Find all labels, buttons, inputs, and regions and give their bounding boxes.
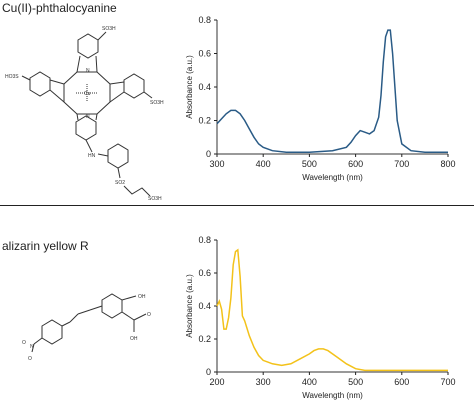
x-tick-label: 700 bbox=[440, 377, 455, 387]
label-so3h-right: SO3H bbox=[150, 100, 164, 106]
compound-title-alizarin-yellow-r: alizarin yellow R bbox=[2, 239, 89, 253]
label-so2: SO2 bbox=[115, 180, 125, 186]
y-tick-label: 0.2 bbox=[198, 116, 211, 126]
x-tick-label: 400 bbox=[256, 159, 271, 169]
y-tick-label: 0.6 bbox=[198, 49, 211, 59]
y-tick-label: 0.8 bbox=[198, 15, 211, 25]
label-o-carbonyl: O bbox=[147, 312, 151, 318]
label-hn: HN bbox=[88, 153, 96, 159]
label-n-top: N bbox=[86, 68, 90, 74]
series-line bbox=[216, 248, 448, 372]
label-nitro-o1: O bbox=[22, 340, 26, 346]
series-line bbox=[216, 29, 448, 154]
x-tick-label: 600 bbox=[394, 377, 409, 387]
x-tick-label: 500 bbox=[348, 377, 363, 387]
panel-divider bbox=[0, 205, 474, 206]
label-nitro-o2: O bbox=[28, 356, 32, 362]
label-so3h-left: HO3S bbox=[5, 74, 19, 80]
y-tick-label: 0.4 bbox=[198, 301, 211, 311]
label-so3h-tail: SO3H bbox=[148, 196, 162, 202]
x-axis-label: Wavelength (nm) bbox=[302, 173, 363, 182]
x-tick-label: 800 bbox=[440, 159, 455, 169]
y-tick-label: 0 bbox=[206, 149, 211, 159]
x-tick-label: 700 bbox=[394, 159, 409, 169]
label-oh: OH bbox=[138, 294, 146, 300]
y-axis-label: Absorbance (a.u.) bbox=[185, 55, 194, 119]
compound-title-cu-phthalocyanine: Cu(II)-phthalocyanine bbox=[2, 1, 117, 15]
x-tick-label: 300 bbox=[256, 377, 271, 387]
y-axis-label: Absorbance (a.u.) bbox=[185, 274, 194, 338]
alizarin-yellow-structure bbox=[31, 293, 147, 353]
x-tick-label: 300 bbox=[209, 159, 224, 169]
y-tick-label: 0.6 bbox=[198, 268, 211, 278]
y-tick-label: 0.8 bbox=[198, 235, 211, 245]
x-tick-label: 500 bbox=[302, 159, 317, 169]
x-tick-label: 400 bbox=[302, 377, 317, 387]
label-cu: Cu bbox=[84, 91, 91, 97]
x-tick-label: 600 bbox=[348, 159, 363, 169]
y-tick-label: 0.4 bbox=[198, 82, 211, 92]
label-so3h-top: SO3H bbox=[102, 26, 116, 32]
label-nitro-n: N bbox=[30, 344, 34, 350]
x-axis-label: Wavelength (nm) bbox=[302, 391, 363, 400]
phthalocyanine-structure bbox=[21, 31, 153, 197]
x-tick-label: 200 bbox=[209, 377, 224, 387]
label-n-bottom: N bbox=[86, 114, 90, 120]
label-cooh-oh: OH bbox=[130, 336, 138, 342]
y-tick-label: 0 bbox=[206, 367, 211, 377]
y-tick-label: 0.2 bbox=[198, 334, 211, 344]
